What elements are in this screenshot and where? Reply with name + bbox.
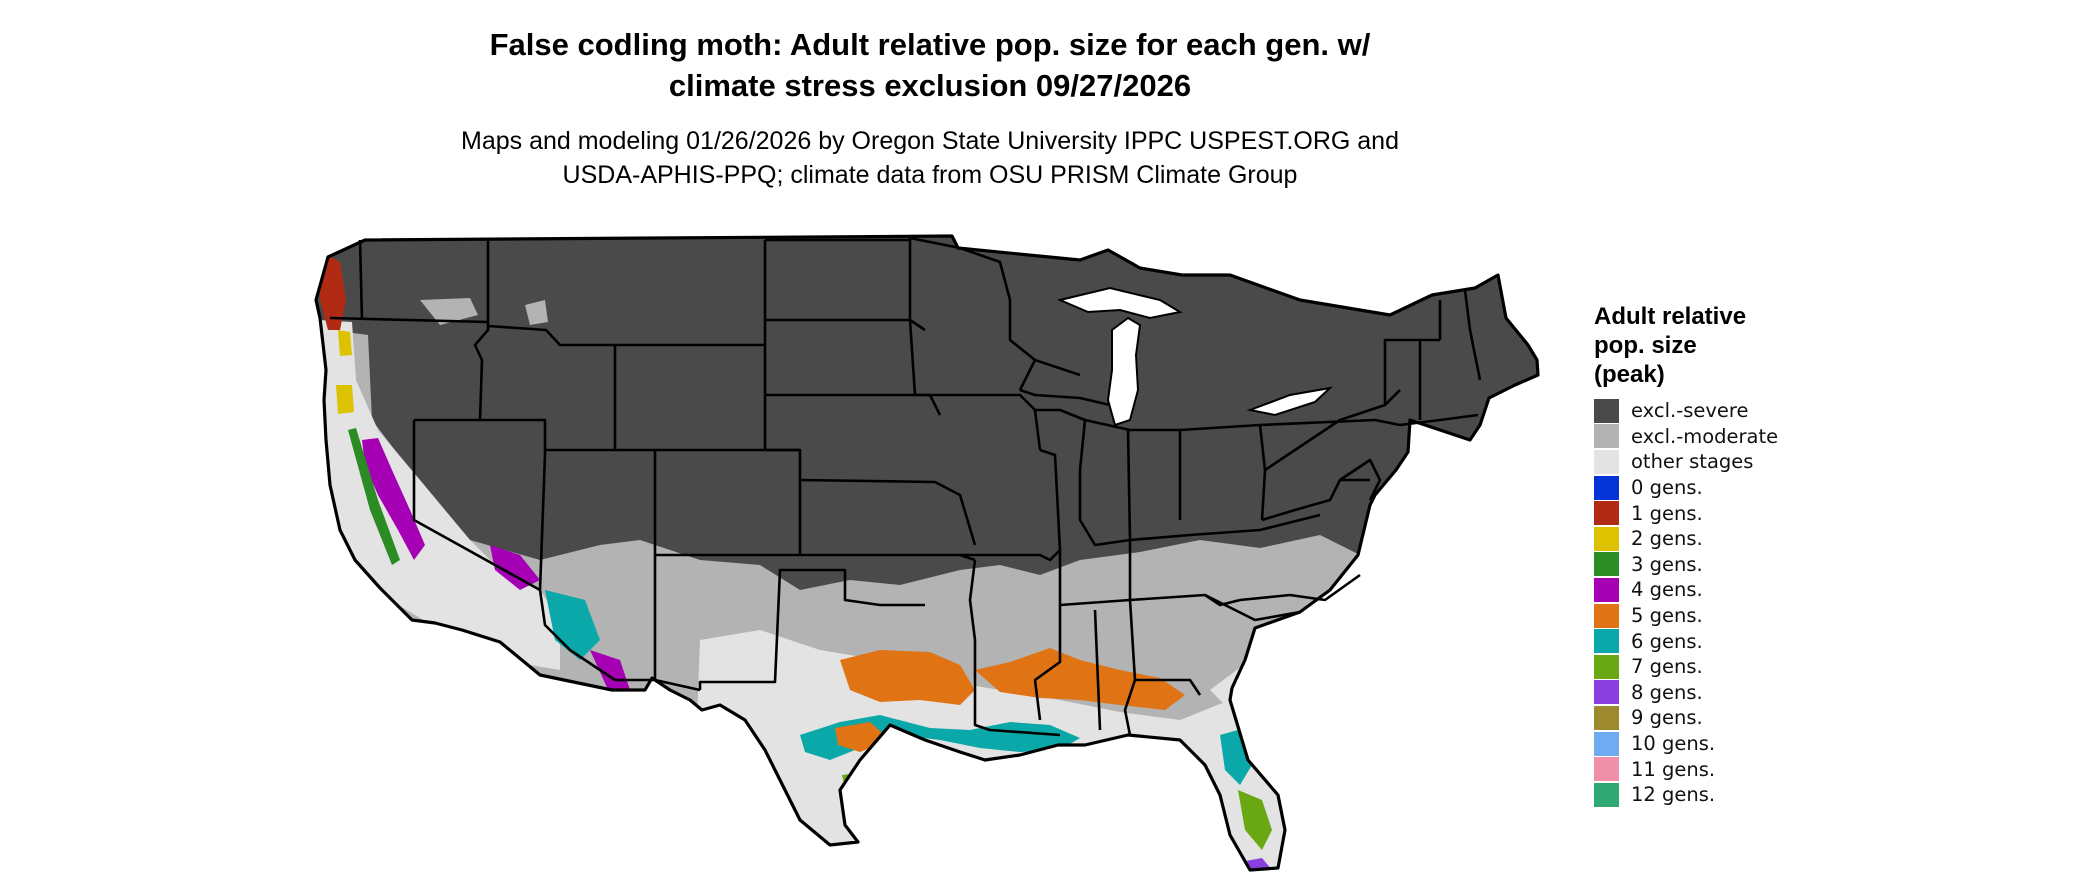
legend-swatch [1594, 526, 1619, 551]
map-subtitle: Maps and modeling 01/26/2026 by Oregon S… [330, 124, 1530, 192]
zone-6-gen-desert [545, 590, 600, 660]
legend-item-4-gens: 4 gens. [1594, 577, 1834, 603]
legend-label: 8 gens. [1631, 680, 1703, 704]
zone-4-gen-southwest [490, 545, 540, 590]
legend-label: excl.-moderate [1631, 424, 1779, 448]
legend-label: 5 gens. [1631, 604, 1703, 628]
legend-item-2-gens: 2 gens. [1594, 526, 1834, 552]
zone-8-gen-florida-tip [1240, 858, 1272, 870]
map-title-line-1: False codling moth: Adult relative pop. … [489, 27, 1371, 62]
legend-label: 12 gens. [1631, 783, 1716, 807]
legend-item-9-gens: 9 gens. [1594, 705, 1834, 731]
legend-item-11-gens: 11 gens. [1594, 756, 1834, 782]
legend-item-7-gens: 7 gens. [1594, 654, 1834, 680]
map-subtitle-line-2: USDA-APHIS-PPQ; climate data from OSU PR… [562, 161, 1298, 189]
legend-item-5-gens: 5 gens. [1594, 603, 1834, 629]
legend-swatch [1594, 577, 1619, 602]
legend-label: 10 gens. [1631, 732, 1716, 756]
zone-5-gen-texas [840, 650, 975, 705]
legend-swatch [1594, 424, 1619, 449]
legend-label: excl.-severe [1631, 399, 1749, 423]
zone-2-gen-coast-south [336, 385, 354, 414]
legend-title: Adult relative pop. size (peak) [1594, 302, 1834, 389]
legend-swatch [1594, 782, 1619, 807]
legend-swatch [1594, 757, 1619, 782]
legend-swatch [1594, 731, 1619, 756]
legend-swatch [1594, 449, 1619, 474]
legend-item-0-gens: 0 gens. [1594, 475, 1834, 501]
legend-label: 9 gens. [1631, 706, 1703, 730]
zone-other-stages-west [320, 320, 560, 670]
us-outline [314, 234, 1540, 872]
legend-swatch [1594, 501, 1619, 526]
lake-superior [1056, 286, 1183, 320]
zone-5-gen-deep-south [975, 648, 1185, 710]
zone-5-gen-carolina [1255, 638, 1278, 672]
legend-label: 2 gens. [1631, 527, 1703, 551]
lake-erie [1246, 386, 1334, 417]
us-map [314, 234, 1540, 872]
zone-7-gen-florida [1238, 790, 1272, 850]
legend-label: 11 gens. [1631, 757, 1716, 781]
legend-item-other-stages: other stages [1594, 449, 1834, 475]
legend-label: other stages [1631, 450, 1754, 474]
lake-michigan [1106, 316, 1142, 427]
legend-swatch [1594, 705, 1619, 730]
legend-label: 0 gens. [1631, 476, 1703, 500]
legend-label: 1 gens. [1631, 501, 1703, 525]
legend-label: 3 gens. [1631, 552, 1703, 576]
zone-3-gen-coast [348, 428, 400, 565]
zone-excl-moderate-northwest [420, 298, 478, 325]
map-subtitle-line-1: Maps and modeling 01/26/2026 by Oregon S… [461, 127, 1399, 155]
state-boundaries [329, 236, 1482, 737]
zone-2-gen-coast-north [338, 330, 352, 356]
legend-item-excl-severe: excl.-severe [1594, 398, 1834, 424]
legend-item-8-gens: 8 gens. [1594, 680, 1834, 706]
legend-items: excl.-severe excl.-moderate other stages… [1594, 398, 1834, 808]
legend-title-line-2: pop. size [1594, 332, 1697, 359]
legend-item-6-gens: 6 gens. [1594, 628, 1834, 654]
legend-swatch [1594, 398, 1619, 423]
zone-4-gen-arizona [590, 650, 630, 694]
legend-swatch [1594, 552, 1619, 577]
legend-swatch [1594, 603, 1619, 628]
map-title: False codling moth: Adult relative pop. … [330, 24, 1530, 106]
zone-excl-moderate-idaho [525, 300, 548, 325]
legend-swatch [1594, 475, 1619, 500]
map-title-line-2: climate stress exclusion 09/27/2026 [668, 68, 1192, 103]
legend-title-line-1: Adult relative [1594, 303, 1747, 330]
legend-label: 6 gens. [1631, 629, 1703, 653]
map-legend: Adult relative pop. size (peak) excl.-se… [1594, 302, 1834, 808]
legend-title-line-3: (peak) [1594, 361, 1665, 388]
legend-swatch [1594, 654, 1619, 679]
zone-7-gen-south-texas [842, 770, 905, 830]
legend-swatch [1594, 680, 1619, 705]
legend-label: 4 gens. [1631, 578, 1703, 602]
legend-label: 7 gens. [1631, 655, 1703, 679]
legend-swatch [1594, 629, 1619, 654]
legend-item-excl-moderate: excl.-moderate [1594, 424, 1834, 450]
legend-item-1-gens: 1 gens. [1594, 500, 1834, 526]
legend-item-3-gens: 3 gens. [1594, 552, 1834, 578]
zone-4-gen-california [362, 438, 425, 560]
legend-item-12-gens: 12 gens. [1594, 782, 1834, 808]
legend-item-10-gens: 10 gens. [1594, 731, 1834, 757]
